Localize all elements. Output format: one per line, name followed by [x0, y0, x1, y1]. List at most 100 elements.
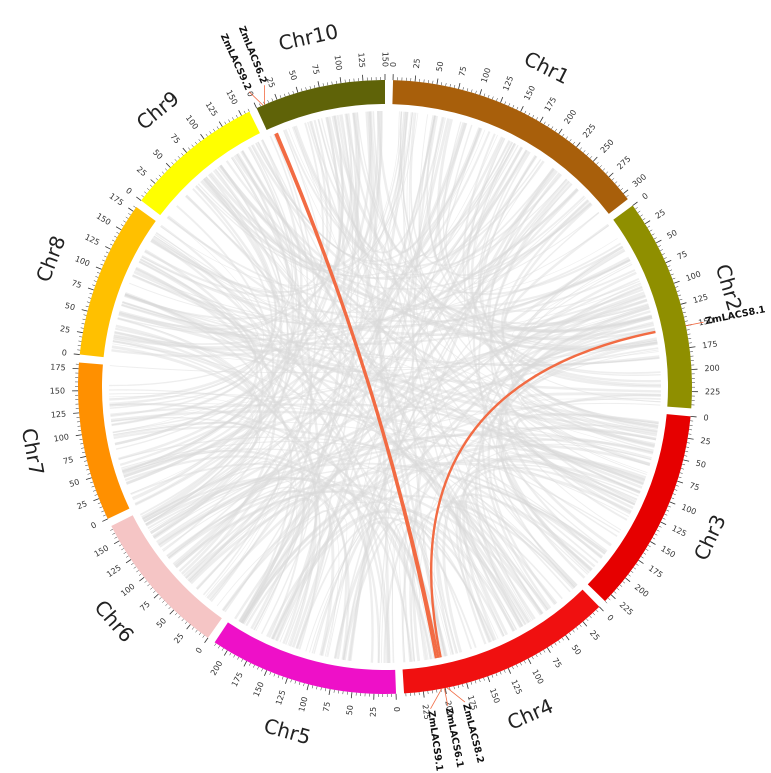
background-link — [122, 302, 660, 366]
tick-mark — [116, 231, 120, 234]
tick-label: 100 — [332, 55, 343, 71]
tick-mark — [504, 101, 507, 105]
tick-mark — [93, 498, 100, 502]
background-link — [178, 116, 341, 573]
background-link — [511, 258, 647, 475]
tick-label: 50 — [64, 301, 76, 312]
tick-label: 25 — [265, 76, 277, 89]
tick-mark — [528, 112, 531, 116]
tick-mark — [228, 119, 231, 123]
background-link — [122, 274, 258, 340]
background-link — [487, 310, 651, 606]
tick-mark — [162, 600, 165, 603]
tick-mark — [616, 587, 620, 591]
background-link — [305, 424, 658, 652]
tick-mark — [94, 494, 98, 496]
background-link — [204, 158, 542, 279]
tick-mark — [311, 685, 314, 689]
background-link — [122, 120, 329, 473]
tick-mark — [144, 580, 148, 583]
background-link — [217, 166, 563, 280]
background-link — [284, 129, 545, 268]
tick-mark — [141, 194, 144, 198]
tick-mark — [546, 647, 551, 653]
tick-mark — [81, 447, 85, 449]
chromosome-arc-chr4 — [402, 589, 600, 694]
tick-mark — [474, 680, 477, 684]
background-link — [435, 493, 596, 655]
tick-mark — [105, 246, 111, 250]
tick-mark — [470, 681, 473, 685]
background-link — [313, 212, 600, 654]
background-link — [295, 516, 477, 649]
tick-mark — [565, 136, 568, 140]
tick-label: 25 — [172, 632, 185, 646]
tick-mark — [520, 106, 524, 112]
tick-mark — [650, 541, 656, 545]
tick-mark — [589, 615, 592, 619]
background-link — [251, 144, 658, 352]
tick-label: 0 — [389, 62, 398, 67]
background-link — [218, 164, 655, 340]
background-link — [117, 318, 261, 533]
background-link — [115, 327, 644, 485]
tick-mark — [583, 150, 586, 153]
background-link — [115, 324, 262, 540]
tick-label: 0 — [605, 613, 615, 623]
tick-mark — [123, 220, 127, 223]
tick-mark — [85, 477, 92, 480]
tick-mark — [654, 533, 658, 536]
background-link — [294, 125, 653, 333]
tick-mark — [111, 239, 115, 242]
background-link — [187, 286, 643, 581]
tick-label: 25 — [76, 499, 89, 511]
background-link — [235, 153, 641, 494]
background-link — [284, 113, 360, 645]
background-link — [372, 111, 544, 615]
background-link — [482, 155, 661, 403]
background-link — [250, 117, 346, 630]
tick-mark — [164, 168, 168, 171]
background-link — [205, 176, 649, 329]
tick-label: 150 — [95, 212, 113, 228]
tick-mark — [547, 123, 550, 127]
tick-mark — [232, 117, 234, 120]
tick-mark — [123, 551, 127, 554]
background-link — [467, 137, 661, 383]
tick-mark — [512, 104, 515, 108]
background-link — [419, 115, 510, 259]
background-link — [150, 434, 652, 535]
tick-mark — [331, 81, 333, 85]
background-link — [211, 112, 412, 267]
background-link — [166, 216, 622, 311]
background-link — [118, 113, 353, 331]
background-link — [109, 389, 620, 533]
tick-mark — [213, 128, 216, 132]
tick-mark — [97, 502, 101, 505]
background-link — [320, 521, 428, 661]
background-link — [275, 271, 637, 642]
background-link — [141, 255, 648, 336]
background-link — [219, 164, 651, 466]
background-link — [470, 493, 571, 612]
chromosome-label-chr1: Chr1 — [520, 46, 573, 89]
tick-label: 50 — [435, 61, 446, 73]
background-link — [410, 112, 555, 267]
tick-label: 225 — [421, 704, 432, 720]
background-link — [201, 179, 589, 575]
background-link — [148, 478, 495, 641]
tick-mark — [495, 673, 498, 677]
tick-mark — [109, 243, 113, 246]
background-link — [519, 314, 660, 367]
tick-mark — [683, 316, 687, 318]
tick-mark — [592, 156, 598, 162]
background-link — [151, 239, 658, 433]
tick-label: 75 — [62, 455, 74, 466]
background-link — [242, 155, 538, 625]
tick-mark — [184, 621, 188, 625]
tick-label: 125 — [509, 678, 523, 696]
background-link — [158, 467, 606, 554]
tick-label: 125 — [670, 524, 688, 539]
tick-mark — [150, 179, 156, 184]
tick-mark — [322, 83, 324, 87]
